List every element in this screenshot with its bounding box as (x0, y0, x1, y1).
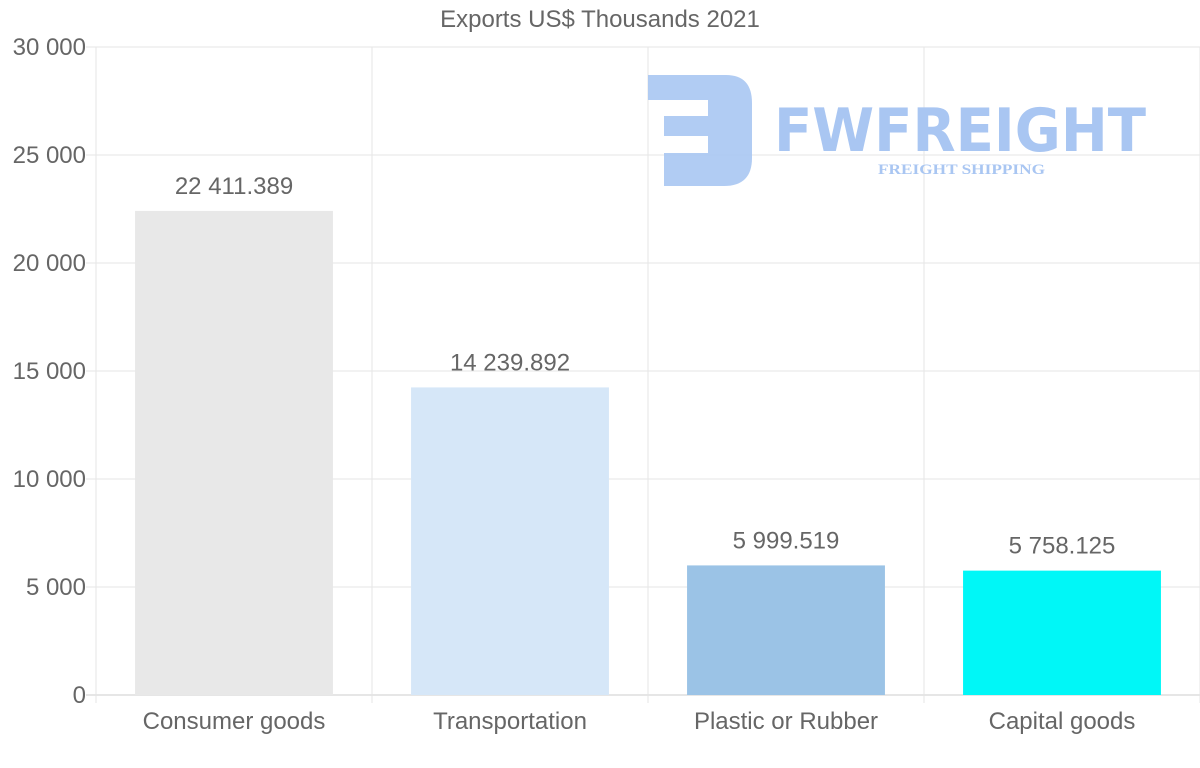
y-tick-label: 5 000 (26, 574, 86, 601)
bar-value-label: 5 999.519 (733, 527, 840, 554)
x-category-label: Capital goods (989, 708, 1136, 735)
bar-value-label: 5 758.125 (1009, 533, 1116, 560)
y-tick-label: 25 000 (13, 142, 86, 169)
chart-title: Exports US$ Thousands 2021 (440, 6, 760, 33)
x-category-label: Plastic or Rubber (694, 708, 878, 735)
watermark-tagline: FREIGHT SHIPPING (878, 162, 1045, 178)
bar-value-label: 14 239.892 (450, 349, 570, 376)
bar-capital-goods (963, 570, 1161, 695)
bar-transportation (411, 387, 609, 695)
watermark-brand: FWFREIGHT (774, 96, 1146, 166)
x-category-label: Consumer goods (143, 708, 326, 735)
bar-value-label: 22 411.389 (175, 173, 293, 200)
y-tick-label: 0 (73, 682, 86, 709)
y-tick-label: 15 000 (13, 358, 86, 385)
logo-mark-icon (648, 75, 752, 186)
y-tick-label: 10 000 (13, 466, 86, 493)
fwfreight-watermark-logo: FWFREIGHT FREIGHT SHIPPING (648, 75, 1146, 186)
bar-plastic-or-rubber (687, 565, 885, 695)
bar-consumer-goods (135, 210, 333, 695)
y-tick-label: 20 000 (13, 250, 86, 277)
x-category-label: Transportation (433, 708, 587, 735)
y-tick-label: 30 000 (13, 34, 86, 61)
